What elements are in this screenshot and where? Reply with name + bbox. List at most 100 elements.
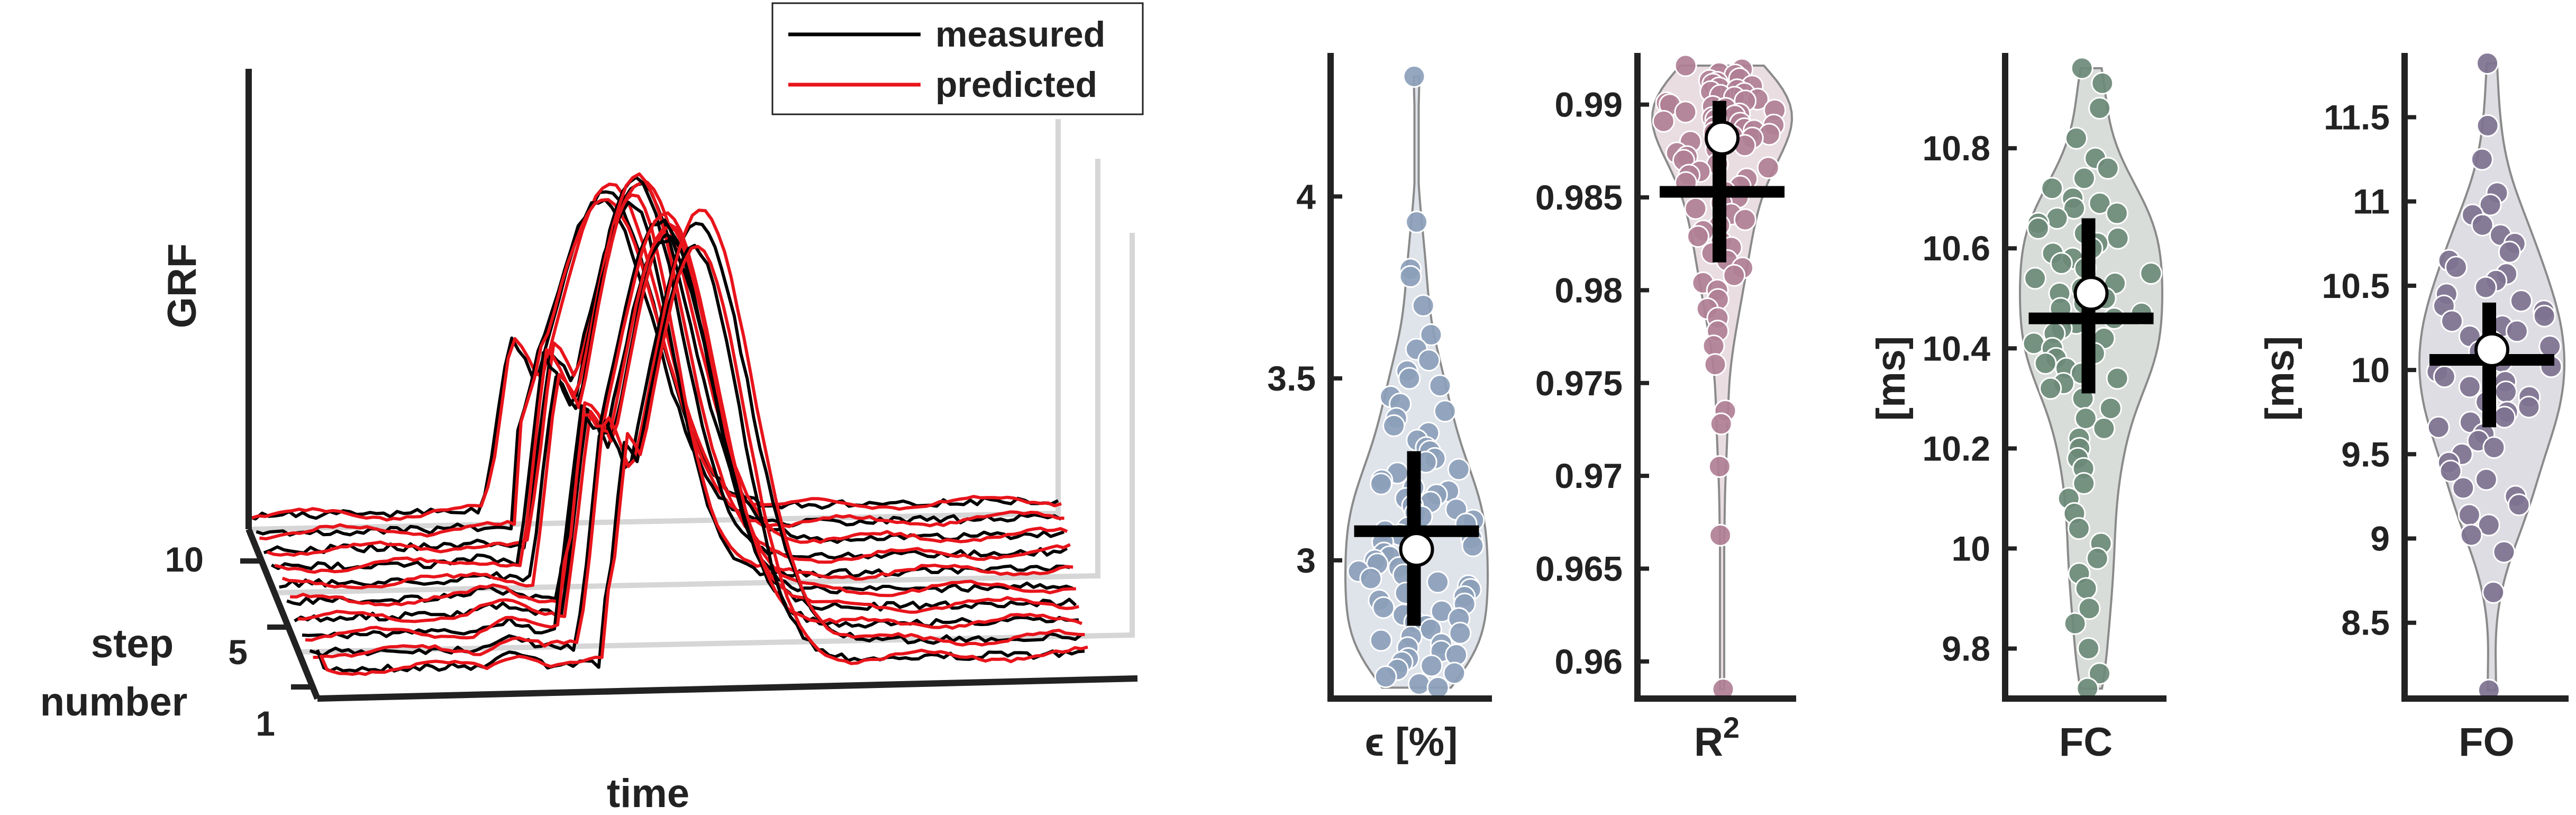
data-point-7 [2072,167,2096,190]
data-point-1 [2476,52,2499,75]
mean-marker [2073,276,2109,311]
violin-panel-fc: 9.8 10 10.2 10.4 10.6 10.8 FC [ms] [1869,53,2167,765]
y-tick-label-4: 0.975 [1535,364,1623,403]
data-point-17 [2509,289,2533,312]
data-point-26 [1369,472,1392,495]
data-point-79 [1374,665,1397,689]
data-point-60 [1372,596,1395,619]
data-point-65 [2063,612,2087,635]
data-point-49 [2474,468,2498,491]
x-axis-label-time: time [607,771,689,815]
data-point-56 [2072,472,2096,495]
data-point-11 [2063,197,2086,220]
data-point-22 [2050,252,2073,275]
mean-marker [1705,120,1740,156]
data-point-77 [1709,523,1732,547]
data-point-3 [2088,97,2111,120]
data-point-10 [1398,367,1421,390]
data-point-20 [2533,304,2556,328]
y-tick-label-2: 10 [1952,529,1990,568]
data-point-38 [2517,395,2541,419]
predicted-curve-step-2 [313,209,1085,659]
y-tick-label-1: 0.96 [1555,642,1623,681]
data-point-16 [1382,414,1406,437]
data-point-40 [2493,405,2516,429]
data-point-23 [2505,320,2528,343]
step-axis-line [245,528,321,700]
y-tick-label-7: 11.5 [2324,97,2390,137]
data-point-57 [2482,581,2505,604]
data-point-59 [2067,517,2090,540]
data-point-65 [1723,264,1746,287]
y-tick-label-3: 0.97 [1555,456,1623,495]
back-wall-lines [251,119,1135,655]
data-point-8 [2041,177,2064,200]
z-axis-label-number: number [40,680,188,725]
data-point-1 [1403,65,1426,88]
legend: measured predicted [771,2,1144,115]
y-tick-label-5: 0.98 [1555,270,1623,310]
measured-curve-step-1 [316,243,1085,673]
y-tick-label-6: 10.8 [1923,129,1990,168]
data-point-12 [2445,256,2468,279]
data-point-21 [2441,310,2463,333]
y-tick-label-3: 4 [1296,177,1316,216]
data-point-3 [2470,148,2493,171]
data-point-56 [1733,208,1756,231]
data-point-2 [1405,210,1428,233]
data-point-23 [1447,458,1470,481]
data-point-50 [2452,476,2475,500]
x-axis-label: ϵ [%] [1365,720,1458,765]
data-point-47 [2039,377,2062,400]
y-tick-label-4: 10 [2351,350,2390,390]
data-point-63 [2074,577,2098,600]
data-point-34 [2458,375,2481,399]
data-point-13 [2045,207,2069,230]
data-point-59 [1687,225,1709,248]
data-point-53 [1426,570,1450,594]
data-point-2 [2476,114,2499,137]
data-point-73 [1704,353,1727,376]
measured-curve-step-8 [263,182,1065,555]
data-point-78 [1443,662,1466,685]
data-point-32 [2433,365,2456,388]
predicted-curve-step-10 [251,183,1062,522]
y-tick-label-1: 3 [1296,541,1316,580]
data-point-51 [2092,417,2116,440]
data-point-38 [2022,332,2045,355]
violin-panel-r2: 0.96 0.965 0.97 0.975 0.98 0.985 0.99 R2 [1535,53,1796,765]
data-point-66 [2077,637,2100,660]
data-point-15 [2474,276,2497,299]
data-point-64 [2078,597,2101,620]
data-point-17 [2106,227,2129,250]
data-point-50 [2074,407,2097,430]
data-point-75 [1709,412,1733,436]
data-point-1 [2070,57,2093,80]
data-point-23 [1674,101,1697,124]
data-point-54 [2477,513,2500,537]
data-point-5 [1412,294,1435,317]
data-point-45 [1756,156,1780,179]
y-axis-label-ms: [ms] [1869,336,1914,421]
y-tick-label-6: 11 [2353,182,2390,221]
mean-marker [1399,532,1434,567]
y-tick-label-5: 10.6 [1923,229,1990,268]
y-axis-label-grf: GRF [160,243,205,328]
data-point-8 [1417,349,1441,372]
data-point-76 [1708,455,1731,478]
y-tick-label-2: 3.5 [1267,359,1316,398]
data-point-42 [2034,352,2057,375]
data-point-49 [2099,397,2122,420]
data-point-45 [2482,436,2506,459]
data-point-6 [1419,323,1443,346]
y-tick-label-1: 8.5 [2341,603,2390,642]
violin-panel-fo: 8.5 9 9.5 10 10.5 11 11.5 FO [ms] [2258,52,2569,765]
data-point-12 [2105,202,2128,225]
violin-panel-error: 3 3.5 4 ϵ [%] [1267,53,1492,765]
data-point-67 [1449,621,1472,645]
back-wall-line-1 [251,119,1061,532]
grf-waterfall-chart: GRF time step number 10 5 1 measured pre… [40,2,1144,815]
data-point-15 [2026,216,2050,240]
measured-curve-step-7 [270,176,1068,571]
